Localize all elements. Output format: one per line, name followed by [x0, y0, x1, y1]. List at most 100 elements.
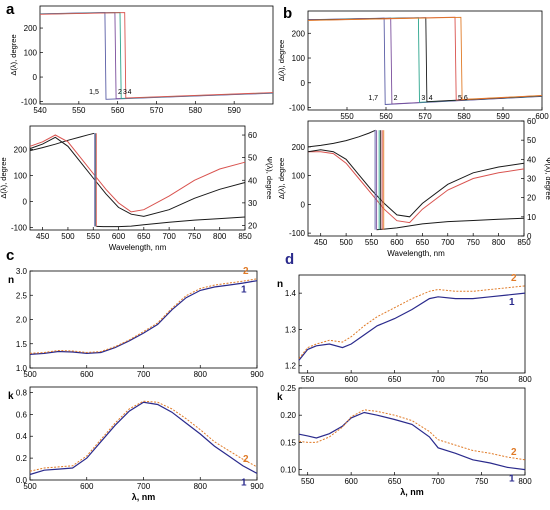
b_bottom-xtick-label: 750 — [466, 238, 480, 247]
b_top-ylabel: Δ(λ), degree — [277, 40, 286, 81]
a_bottom-xtick-label: 850 — [238, 232, 252, 241]
b_bottom-xtick-label: 550 — [365, 238, 379, 247]
b_top-ytick-label: -100 — [289, 104, 306, 113]
d_k-ytick-label: 0.25 — [280, 384, 296, 393]
b_top-xtick-label: 560 — [379, 112, 393, 121]
a_top-ytick-label: -100 — [21, 98, 38, 107]
c_n-xtick-label: 700 — [137, 370, 151, 379]
a_bottom-ylabel: Δ(λ), degree — [0, 157, 8, 198]
b_bottom-series-line — [376, 217, 525, 231]
a_bottom-series-line — [29, 134, 246, 213]
c_n-ytick-label: 1.5 — [16, 340, 28, 349]
panel-label-a: a — [6, 1, 15, 18]
b_top-curve-label: 5 — [458, 95, 462, 102]
a_top-curve-label: 4 — [128, 89, 132, 96]
a_bottom-ytick-label: 200 — [14, 145, 28, 154]
b_top-curve-label: 6 — [464, 95, 468, 102]
b_bottom-ytick-label: 100 — [292, 172, 306, 181]
b_bottom-ytick-label: 0 — [301, 200, 306, 209]
b_top-curve-label: 2 — [394, 95, 398, 102]
b_bottom-xtick-label: 850 — [517, 238, 531, 247]
d_n-ylabel: n — [277, 279, 283, 290]
c_k-xtick-label: 700 — [137, 482, 151, 491]
c_k-frame — [29, 386, 258, 481]
b_bottom-series-line — [308, 151, 525, 224]
c_k-ytick-label: 0.6 — [16, 410, 28, 419]
c_k-xtick-label: 800 — [194, 482, 208, 491]
d_n-curve-label-2: 2 — [511, 273, 517, 284]
b_top-xtick-label: 580 — [457, 112, 471, 121]
a_bottom-xtick-label: 450 — [36, 232, 50, 241]
a_top-series-line — [39, 12, 274, 100]
b_bottom-y2tick-label: 40 — [527, 155, 536, 164]
panel-label-b: b — [283, 5, 293, 22]
a_top-ytick-label: 0 — [33, 73, 38, 82]
b_top-ytick-label: 0 — [301, 79, 306, 88]
d_n-ytick-label: 1.3 — [285, 325, 297, 334]
c_k-curve-label-1: 1 — [241, 477, 247, 488]
c_n-ytick-label: 3.0 — [16, 267, 28, 276]
a_top-curve-label: 2 — [118, 89, 122, 96]
d_k-ytick-label: 0.20 — [280, 411, 296, 420]
a_bottom-y2tick-label: 50 — [248, 154, 257, 163]
a_bottom-y2tick-label: 20 — [248, 221, 257, 230]
b_top-curve-label: 3 — [421, 95, 425, 102]
a_bottom-xtick-label: 750 — [188, 232, 202, 241]
b_bottom-ytick-label: 200 — [292, 143, 306, 152]
c_k-xtick-label: 600 — [80, 482, 94, 491]
b_bottom-y2tick-label: 0 — [527, 232, 532, 241]
d_n-curve-label-1: 1 — [509, 297, 515, 308]
a_bottom-y2label: Ψ(λ), degree — [265, 157, 274, 200]
d_k-xtick-label: 750 — [475, 477, 489, 486]
a_bottom-ytick-label: 100 — [14, 171, 28, 180]
a_bottom-ytick-label: 0 — [23, 197, 28, 206]
b_bottom-xtick-label: 800 — [492, 238, 506, 247]
a_bottom-series-line — [29, 136, 246, 217]
d_k-frame — [298, 387, 526, 476]
a_bottom-y2tick-label: 30 — [248, 199, 257, 208]
a_bottom-xtick-label: 600 — [112, 232, 126, 241]
b_top-xtick-label: 590 — [496, 112, 510, 121]
b_bottom-frame — [307, 120, 525, 237]
b_bottom-xtick-label: 500 — [339, 238, 353, 247]
c_k-ylabel: k — [8, 391, 14, 402]
b_top-series-line — [307, 17, 543, 105]
c_k-xlabel: λ, nm — [132, 492, 156, 502]
b_bottom-ylabel: Δ(λ), degree — [277, 158, 286, 199]
c_n-xtick-label: 800 — [194, 370, 208, 379]
c_n-ylabel: n — [8, 275, 14, 286]
d_k-series-line — [298, 411, 526, 471]
c_k-curve-label-2: 2 — [243, 454, 249, 465]
a_bottom-xtick-label: 800 — [213, 232, 227, 241]
b_top-ytick-label: 100 — [292, 54, 306, 63]
d_k-xlabel: λ, nm — [400, 487, 424, 497]
b_top-series-line — [307, 17, 543, 105]
a_top-ylabel: Δ(λ), degree — [9, 34, 18, 75]
a_bottom-xtick-label: 700 — [162, 232, 176, 241]
c_n-xtick-label: 600 — [80, 370, 94, 379]
d_k-ytick-label: 0.15 — [280, 438, 296, 447]
d_k-xtick-label: 650 — [388, 477, 402, 486]
a_bottom-ytick-label: -100 — [11, 223, 28, 232]
d_k-xtick-label: 700 — [431, 477, 445, 486]
b_top-xtick-label: 550 — [340, 112, 354, 121]
a_bottom-frame — [29, 125, 246, 231]
a_bottom-xtick-label: 500 — [61, 232, 75, 241]
a_top-curve-label: 1,5 — [89, 89, 99, 96]
d_k-xtick-label: 800 — [518, 477, 532, 486]
d_n-xtick-label: 600 — [344, 375, 358, 384]
c_k-ytick-label: 0.0 — [16, 476, 28, 485]
c_k-ytick-label: 0.8 — [16, 388, 28, 397]
a_top-xtick-label: 550 — [72, 106, 86, 115]
c_k-xtick-label: 900 — [250, 482, 264, 491]
d_n-xtick-label: 750 — [475, 375, 489, 384]
b_top-series-line — [307, 16, 543, 101]
b_bottom-xtick-label: 450 — [314, 238, 328, 247]
b_bottom-xtick-label: 650 — [416, 238, 430, 247]
a_top-ytick-label: 100 — [24, 49, 38, 58]
b_top-curve-label: 4 — [429, 95, 433, 102]
c_k-ytick-label: 0.4 — [16, 432, 28, 441]
b_bottom-y2tick-label: 10 — [527, 213, 536, 222]
a_top-curve-label: 3 — [123, 89, 127, 96]
